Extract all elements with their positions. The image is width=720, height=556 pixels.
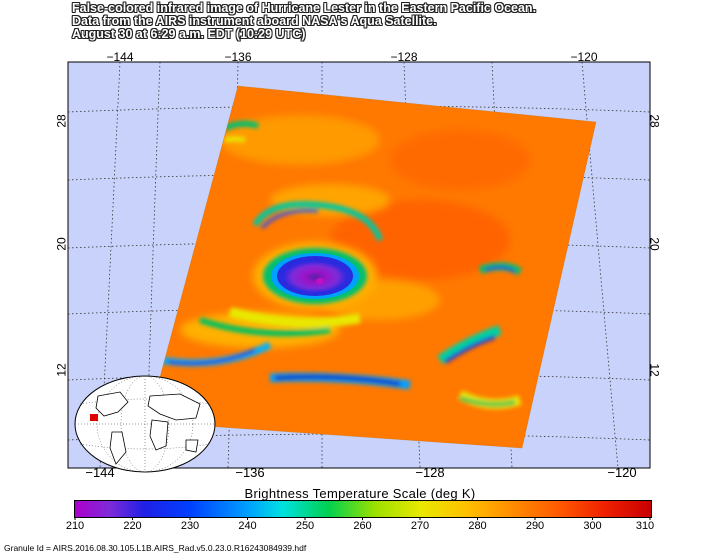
colorbar-tick-label: 310	[635, 520, 655, 532]
lat-label-left: 12	[54, 363, 69, 377]
continent-shape	[95, 391, 129, 417]
lon-label-bottom: −144	[85, 465, 115, 480]
continent-shape	[147, 393, 201, 421]
colorbar-tick-label: 260	[353, 520, 372, 532]
colorbar-tick-label: 210	[65, 520, 85, 532]
lon-label-top: −128	[390, 50, 418, 64]
continent-shape	[109, 431, 127, 465]
satellite-swath	[148, 86, 596, 448]
colorbar-tick-label: 220	[123, 520, 142, 532]
colorbar-tick-label: 250	[295, 520, 315, 532]
colorbar-title: Brightness Temperature Scale (deg K)	[244, 486, 476, 501]
lon-label-bottom: −136	[235, 465, 265, 480]
image-caption: False-colored infrared image of Hurrican…	[72, 2, 632, 41]
lon-label-bottom: −128	[415, 465, 445, 480]
lon-label-top: −144	[106, 50, 134, 64]
parallel-line	[67, 105, 651, 113]
lat-label-left: 28	[54, 114, 69, 128]
parallel-line	[67, 241, 651, 249]
continent-shape	[185, 439, 199, 453]
hurricane-eye	[316, 278, 324, 284]
colorbar-tick-label: 300	[583, 520, 602, 532]
continent-shape	[149, 419, 169, 451]
caption-line-1: False-colored infrared image of Hurrican…	[72, 1, 537, 15]
colorbar	[74, 500, 652, 518]
lat-label-right: 28	[647, 114, 662, 128]
lon-label-top: −120	[570, 50, 598, 64]
hurricane-core	[253, 242, 377, 310]
inset-globe	[74, 375, 216, 473]
parallel-line	[67, 307, 651, 315]
caption-line-3: August 30 at 6:29 a.m. EDT (10:29 UTC)	[72, 27, 306, 41]
lat-label-right: 20	[647, 237, 662, 251]
parallel-line	[67, 433, 651, 441]
colorbar-tick-label: 270	[410, 520, 430, 532]
caption-line-2: Data from the AIRS instrument aboard NAS…	[72, 14, 437, 28]
colorbar-tick-label: 280	[468, 520, 487, 532]
colorbar-tick-label: 240	[238, 520, 257, 532]
parallel-line	[67, 373, 651, 381]
lon-label-bottom: −120	[607, 465, 637, 480]
location-marker	[90, 414, 98, 421]
lon-label-top: −136	[224, 50, 252, 64]
lat-label-right: 12	[647, 363, 662, 377]
lat-label-left: 20	[54, 237, 69, 251]
colorbar-tick-label: 290	[525, 520, 545, 532]
granule-id: Granule Id = AIRS.2016.08.30.105.L1B.AIR…	[4, 543, 307, 553]
colorbar-tick-label: 230	[180, 520, 200, 532]
